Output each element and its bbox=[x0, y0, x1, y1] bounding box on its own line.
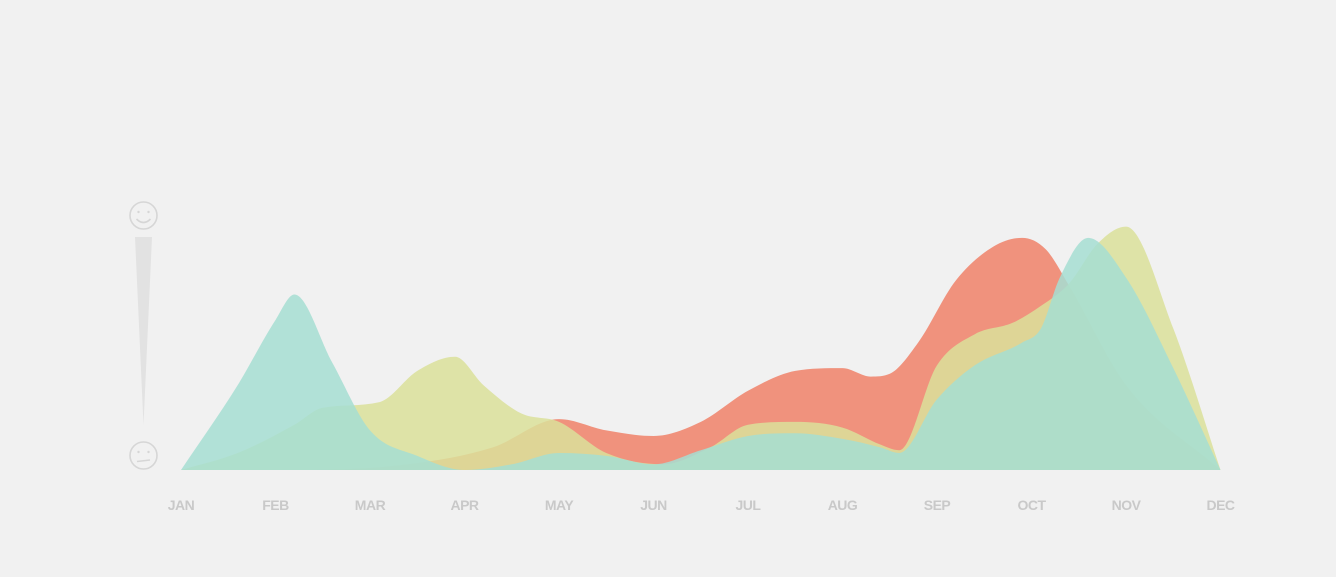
x-tick-label-nov: NOV bbox=[1112, 497, 1142, 513]
x-tick-label-jan: JAN bbox=[168, 497, 195, 513]
x-tick-label-oct: OCT bbox=[1017, 497, 1046, 513]
x-tick-label-jul: JUL bbox=[736, 497, 762, 513]
x-tick-label-jun: JUN bbox=[640, 497, 667, 513]
x-axis-labels: JAN FEB MAR APR MAY JUN JUL AUG SEP OCT NOV DEC bbox=[168, 497, 1236, 513]
x-tick-label-sep: SEP bbox=[924, 497, 951, 513]
happy-face-icon bbox=[129, 201, 158, 230]
y-axis bbox=[129, 201, 158, 470]
x-tick-label-dec: DEC bbox=[1206, 497, 1234, 513]
neutral-face-icon bbox=[129, 441, 158, 470]
x-tick-label-aug: AUG bbox=[828, 497, 858, 513]
series-area-3 bbox=[181, 237, 1221, 470]
x-tick-label-mar: MAR bbox=[355, 497, 386, 513]
x-tick-label-feb: FEB bbox=[262, 497, 289, 513]
series-areas bbox=[181, 226, 1221, 470]
x-tick-label-apr: APR bbox=[450, 497, 478, 513]
scale-wedge bbox=[135, 237, 152, 425]
x-tick-label-may: MAY bbox=[545, 497, 574, 513]
